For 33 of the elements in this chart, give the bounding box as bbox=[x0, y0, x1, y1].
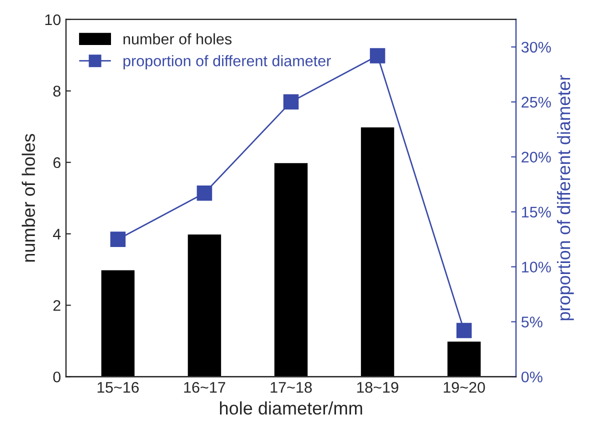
bar bbox=[272, 162, 310, 377]
y-tick-label: 2 bbox=[53, 300, 60, 311]
y2-axis-title: proportion of different diameter bbox=[556, 75, 574, 320]
bar bbox=[446, 340, 482, 377]
bar bbox=[100, 268, 136, 377]
y2-tick-label: 20% bbox=[522, 152, 551, 163]
y2-tick-label: 5% bbox=[521, 316, 542, 328]
x-tick-label: 17~18 bbox=[270, 382, 312, 393]
point bbox=[370, 48, 386, 64]
x-tick-label: 19~20 bbox=[444, 382, 485, 393]
point bbox=[456, 322, 472, 338]
legend-label: number of holes bbox=[124, 33, 232, 44]
y-tick-label: 6 bbox=[53, 157, 60, 168]
bar bbox=[360, 126, 396, 377]
y2-tick-label: 25% bbox=[522, 96, 551, 108]
point bbox=[196, 186, 212, 201]
legend-label: proportion of different diameter bbox=[124, 55, 331, 70]
bar bbox=[186, 233, 222, 377]
y2-tick-label: 30% bbox=[521, 42, 551, 53]
y2-tick-label: 15% bbox=[522, 206, 551, 218]
y-tick-label: 0 bbox=[53, 372, 61, 382]
x-tick-label: 16~17 bbox=[184, 382, 226, 393]
y-tick-label: 4 bbox=[52, 228, 61, 240]
y-tick-label: 10 bbox=[45, 14, 61, 26]
x-tick-label: 18~19 bbox=[357, 382, 398, 393]
y2-tick-label: 0% bbox=[521, 372, 542, 382]
y2-tick-label: 10% bbox=[522, 262, 551, 272]
x-tick-label: 15~16 bbox=[98, 382, 139, 393]
point bbox=[283, 94, 299, 110]
y-axis-title: number of holes bbox=[22, 134, 36, 262]
x-axis-title: hole diameter/mm bbox=[220, 401, 362, 415]
y-tick-label: 8 bbox=[53, 86, 60, 97]
point bbox=[110, 232, 126, 247]
